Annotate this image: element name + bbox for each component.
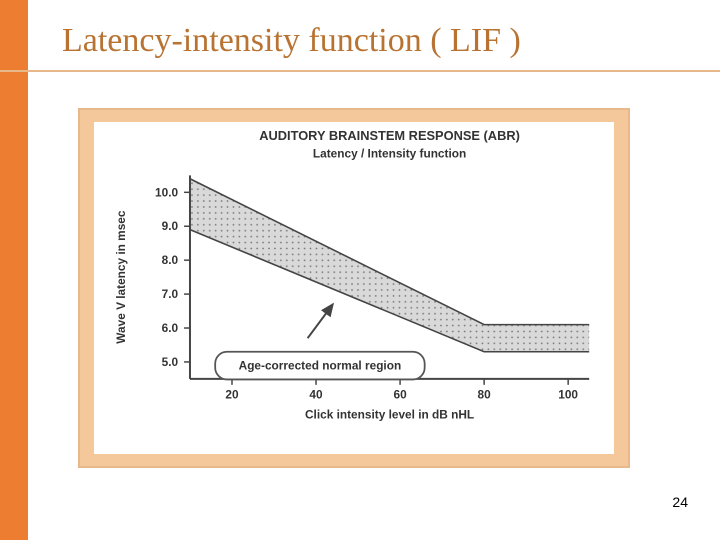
y-tick-label: 7.0 bbox=[162, 287, 179, 301]
x-tick-label: 100 bbox=[558, 388, 578, 402]
y-axis-label: Wave V latency in msec bbox=[114, 210, 128, 344]
x-axis-label: Click intensity level in dB nHL bbox=[305, 407, 474, 421]
figure-frame: AUDITORY BRAINSTEM RESPONSE (ABR) Latency… bbox=[78, 108, 630, 468]
x-tick-label: 80 bbox=[478, 388, 492, 402]
y-tick-label: 9.0 bbox=[162, 219, 179, 233]
y-tick-label: 8.0 bbox=[162, 253, 179, 267]
slide-title: Latency-intensity function ( LIF ) bbox=[62, 22, 521, 60]
x-tick-label: 40 bbox=[309, 388, 323, 402]
lif-chart: AUDITORY BRAINSTEM RESPONSE (ABR) Latency… bbox=[94, 122, 614, 454]
figure-inner: AUDITORY BRAINSTEM RESPONSE (ABR) Latency… bbox=[94, 122, 614, 454]
normal-region-band bbox=[190, 179, 589, 352]
callout-arrow bbox=[308, 304, 333, 338]
page-number: 24 bbox=[672, 494, 688, 510]
y-tick-label: 10.0 bbox=[155, 185, 178, 199]
y-tick-label: 6.0 bbox=[162, 321, 179, 335]
chart-title-sub: Latency / Intensity function bbox=[313, 147, 466, 161]
left-accent-bar bbox=[0, 0, 28, 540]
callout-label: Age-corrected normal region bbox=[239, 359, 402, 373]
title-underline bbox=[0, 70, 720, 72]
x-tick-label: 20 bbox=[225, 388, 239, 402]
x-tick-label: 60 bbox=[393, 388, 407, 402]
chart-title-top: AUDITORY BRAINSTEM RESPONSE (ABR) bbox=[259, 128, 520, 143]
y-tick-label: 5.0 bbox=[162, 355, 179, 369]
